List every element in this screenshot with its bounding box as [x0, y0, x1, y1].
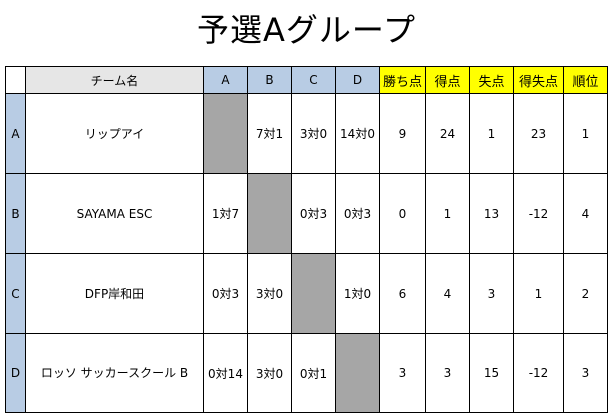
table-row: D ロッソ サッカースクール B 0対14 3対0 0対1 3 3 15 -12… — [5, 333, 608, 413]
goals-for-cell: 24 — [425, 93, 470, 174]
self-match-cell — [203, 93, 248, 174]
header-goals-for: 得点 — [425, 66, 470, 94]
header-points: 勝ち点 — [379, 66, 426, 94]
page-title: 予選Aグループ — [197, 11, 416, 49]
goals-against-cell: 1 — [469, 93, 514, 174]
result-cell: 14対0 — [335, 93, 380, 174]
table-row: B SAYAMA ESC 1対7 0対3 0対3 0 1 13 -12 4 — [5, 173, 608, 254]
standings-table: チーム名 A B C D 勝ち点 得点 失点 得失点 順位 A リップアイ 7対… — [5, 66, 608, 413]
team-name: SAYAMA ESC — [25, 173, 204, 254]
rank-cell: 3 — [563, 333, 608, 413]
team-name: DFP岸和田 — [25, 253, 204, 334]
self-match-cell — [247, 173, 292, 254]
row-label: C — [5, 253, 26, 334]
rank-cell: 1 — [563, 93, 608, 174]
goals-for-cell: 1 — [425, 173, 470, 254]
self-match-cell — [335, 333, 380, 413]
row-label: D — [5, 333, 26, 413]
points-cell: 3 — [379, 333, 426, 413]
header-opponent-b: B — [247, 66, 292, 94]
header-goal-difference: 得失点 — [513, 66, 564, 94]
result-cell: 0対3 — [291, 173, 336, 254]
result-cell: 0対1 — [291, 333, 336, 413]
goals-against-cell: 15 — [469, 333, 514, 413]
result-cell: 3対0 — [291, 93, 336, 174]
header-goals-against: 失点 — [469, 66, 514, 94]
header-opponent-a: A — [203, 66, 248, 94]
header-opponent-c: C — [291, 66, 336, 94]
goal-difference-cell: -12 — [513, 333, 564, 413]
rank-cell: 2 — [563, 253, 608, 334]
result-cell: 7対1 — [247, 93, 292, 174]
points-cell: 0 — [379, 173, 426, 254]
team-name: ロッソ サッカースクール B — [25, 333, 204, 413]
goals-for-cell: 3 — [425, 333, 470, 413]
result-cell: 0対3 — [203, 253, 248, 334]
goal-difference-cell: -12 — [513, 173, 564, 254]
result-cell: 0対3 — [335, 173, 380, 254]
points-cell: 6 — [379, 253, 426, 334]
self-match-cell — [291, 253, 336, 334]
row-label: A — [5, 93, 26, 174]
result-cell: 3対0 — [247, 333, 292, 413]
points-cell: 9 — [379, 93, 426, 174]
row-label: B — [5, 173, 26, 254]
table-row: A リップアイ 7対1 3対0 14対0 9 24 1 23 1 — [5, 93, 608, 174]
header-opponent-d: D — [335, 66, 380, 94]
header-rank: 順位 — [563, 66, 608, 94]
result-cell: 1対0 — [335, 253, 380, 334]
result-cell: 1対7 — [203, 173, 248, 254]
goals-against-cell: 13 — [469, 173, 514, 254]
header-team-name: チーム名 — [25, 66, 204, 94]
rank-cell: 4 — [563, 173, 608, 254]
result-cell: 0対14 — [203, 333, 248, 413]
goals-against-cell: 3 — [469, 253, 514, 334]
result-cell: 3対0 — [247, 253, 292, 334]
goal-difference-cell: 23 — [513, 93, 564, 174]
table-row: C DFP岸和田 0対3 3対0 1対0 6 4 3 1 2 — [5, 253, 608, 334]
goals-for-cell: 4 — [425, 253, 470, 334]
goal-difference-cell: 1 — [513, 253, 564, 334]
header-corner — [5, 66, 26, 94]
team-name: リップアイ — [25, 93, 204, 174]
table-header-row: チーム名 A B C D 勝ち点 得点 失点 得失点 順位 — [5, 66, 608, 94]
